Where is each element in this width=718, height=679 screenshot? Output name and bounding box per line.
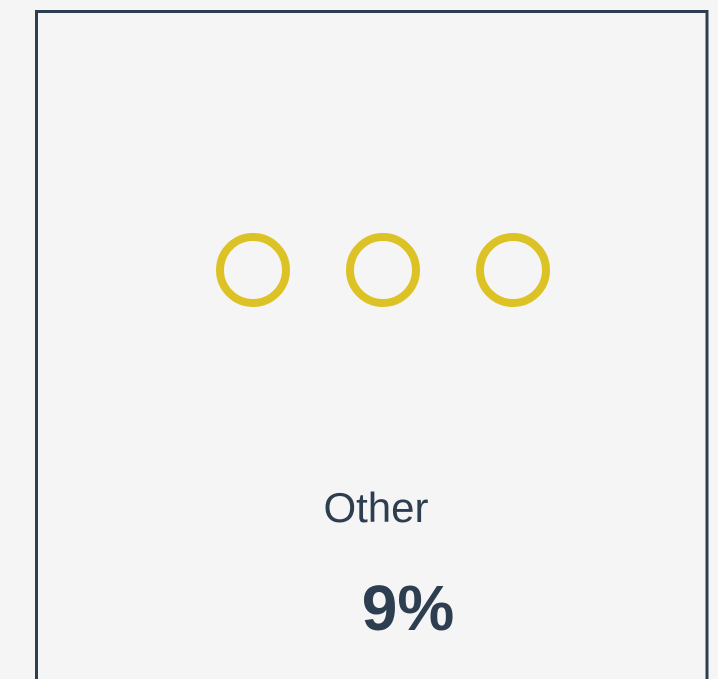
card-label: Other bbox=[323, 484, 428, 531]
card-percent: 9% bbox=[362, 572, 455, 644]
icon-circle bbox=[346, 233, 420, 307]
card-border bbox=[35, 10, 709, 679]
icon-circle bbox=[476, 233, 550, 307]
icon bbox=[216, 233, 550, 307]
icon-circle bbox=[216, 233, 290, 307]
